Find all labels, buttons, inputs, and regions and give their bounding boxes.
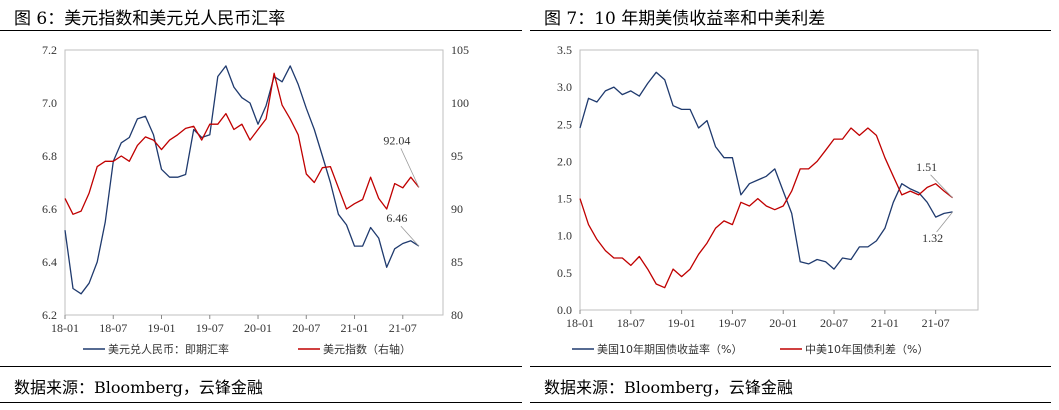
right-bottom-rule <box>530 402 1051 403</box>
left-source-note: 数据来源：Bloomberg，云锋金融 <box>14 378 263 397</box>
left-chart-y-tick-label: 7.2 <box>42 43 57 57</box>
right-chart-series-1-line <box>579 71 953 270</box>
right-top-rule <box>530 30 1051 31</box>
right-chart-y-tick-label: 3.5 <box>557 43 572 57</box>
left-chart-plot-frame <box>64 49 444 316</box>
right-source-rule <box>530 366 1051 367</box>
left-chart-series-1-line <box>64 65 420 295</box>
left-chart-y-tick-label: 7.0 <box>42 96 57 110</box>
left-chart-x-tick-label: 20-01 <box>244 321 272 335</box>
left-top-rule <box>0 30 522 31</box>
left-chart-x-tick-label: 21-01 <box>341 321 369 335</box>
right-chart-x-tick-label: 20-01 <box>769 316 797 330</box>
left-chart-x-tick-label: 18-01 <box>51 321 79 335</box>
left-chart-y2-tick-label: 105 <box>451 43 469 57</box>
left-chart-x-tick-label: 20-07 <box>292 321 320 335</box>
right-source-note: 数据来源：Bloomberg，云锋金融 <box>544 378 793 397</box>
right-chart-y-tick-label: 2.0 <box>557 154 572 168</box>
right-chart-series-1-leader-line <box>936 211 953 233</box>
right-chart-plot-frame <box>579 49 979 311</box>
left-chart-series-1-leader-line <box>400 225 420 247</box>
right-figure-panel: 图 7：10 年期美债收益率和中美利差 18-01 18-07 19-01 19-07… <box>530 0 1059 410</box>
right-chart-x-tick-label: 18-07 <box>617 316 645 330</box>
right-chart-y-tick-label: 0.5 <box>557 266 572 280</box>
right-chart-series-2-end-label: 1.51 <box>916 160 937 174</box>
right-chart-y-tick-label: 1.0 <box>557 229 572 243</box>
right-chart-series-2-line <box>579 127 954 289</box>
right-chart-x-tick-label: 19-07 <box>718 316 746 330</box>
right-chart-y-tick-label: 0.0 <box>557 303 572 317</box>
left-chart-legend-label-1: 美元兑人民币：即期汇率 <box>108 342 229 356</box>
right-chart-legend-label-1: 美国10年期国债收益率（%） <box>597 342 742 356</box>
right-chart-legend-label-2: 中美10年国债利差（%） <box>805 342 928 356</box>
right-chart-x-tick-label: 21-07 <box>922 316 950 330</box>
right-chart-x-tick-label: 19-01 <box>668 316 696 330</box>
left-chart-y-tick-label: 6.4 <box>42 255 57 269</box>
right-chart-y-tick-label: 3.0 <box>557 80 572 94</box>
left-chart-y2-tick-label: 90 <box>451 202 463 216</box>
left-chart-x-tick-label: 18-07 <box>99 321 127 335</box>
right-chart-x-tick-label: 21-01 <box>871 316 899 330</box>
right-chart-y-tick-label: 2.5 <box>557 117 572 131</box>
left-chart-y-tick-label: 6.8 <box>42 149 57 163</box>
left-chart-y-tick-label: 6.6 <box>42 202 57 216</box>
right-line-chart: 18-01 18-07 19-01 19-07 20-01 20-07 21-01 21-07… <box>557 43 979 356</box>
left-chart-y2-tick-label: 95 <box>451 149 463 163</box>
left-chart-x-tick-label: 19-07 <box>196 321 224 335</box>
left-figure-panel: 图 6：美元指数和美元兑人民币汇率 18-01 18-07 19-01 19-07 20… <box>0 9 522 403</box>
right-chart-series-1-end-label: 1.32 <box>922 231 943 245</box>
right-chart-series-2-leader-line <box>930 174 953 199</box>
left-figure-title: 图 6：美元指数和美元兑人民币汇率 <box>14 9 286 29</box>
left-chart-series-2-line <box>64 72 420 215</box>
left-chart-legend-label-2: 美元指数（右轴） <box>323 342 411 356</box>
right-figure-title: 图 7：10 年期美债收益率和中美利差 <box>544 9 826 29</box>
right-chart-x-tick-label: 20-07 <box>820 316 848 330</box>
left-chart-series-1-end-label: 6.46 <box>386 211 407 225</box>
left-line-chart: 18-01 18-07 19-01 19-07 20-01 20-07 21-01 21-07… <box>42 43 469 356</box>
left-source-rule <box>0 366 522 367</box>
left-chart-y2-tick-label: 100 <box>451 96 469 110</box>
left-chart-series-2-leader-line <box>400 148 420 188</box>
left-chart-y-tick-label: 6.2 <box>42 308 57 322</box>
left-chart-y2-tick-label: 85 <box>451 255 463 269</box>
left-chart-x-tick-label: 19-01 <box>148 321 176 335</box>
left-chart-series-2-end-label: 92.04 <box>383 133 410 147</box>
left-chart-y2-tick-label: 80 <box>451 308 463 322</box>
right-chart-y-tick-label: 1.5 <box>557 192 572 206</box>
left-bottom-rule <box>0 402 522 403</box>
left-chart-x-tick-label: 21-07 <box>389 321 417 335</box>
right-chart-x-tick-label: 18-01 <box>566 316 594 330</box>
